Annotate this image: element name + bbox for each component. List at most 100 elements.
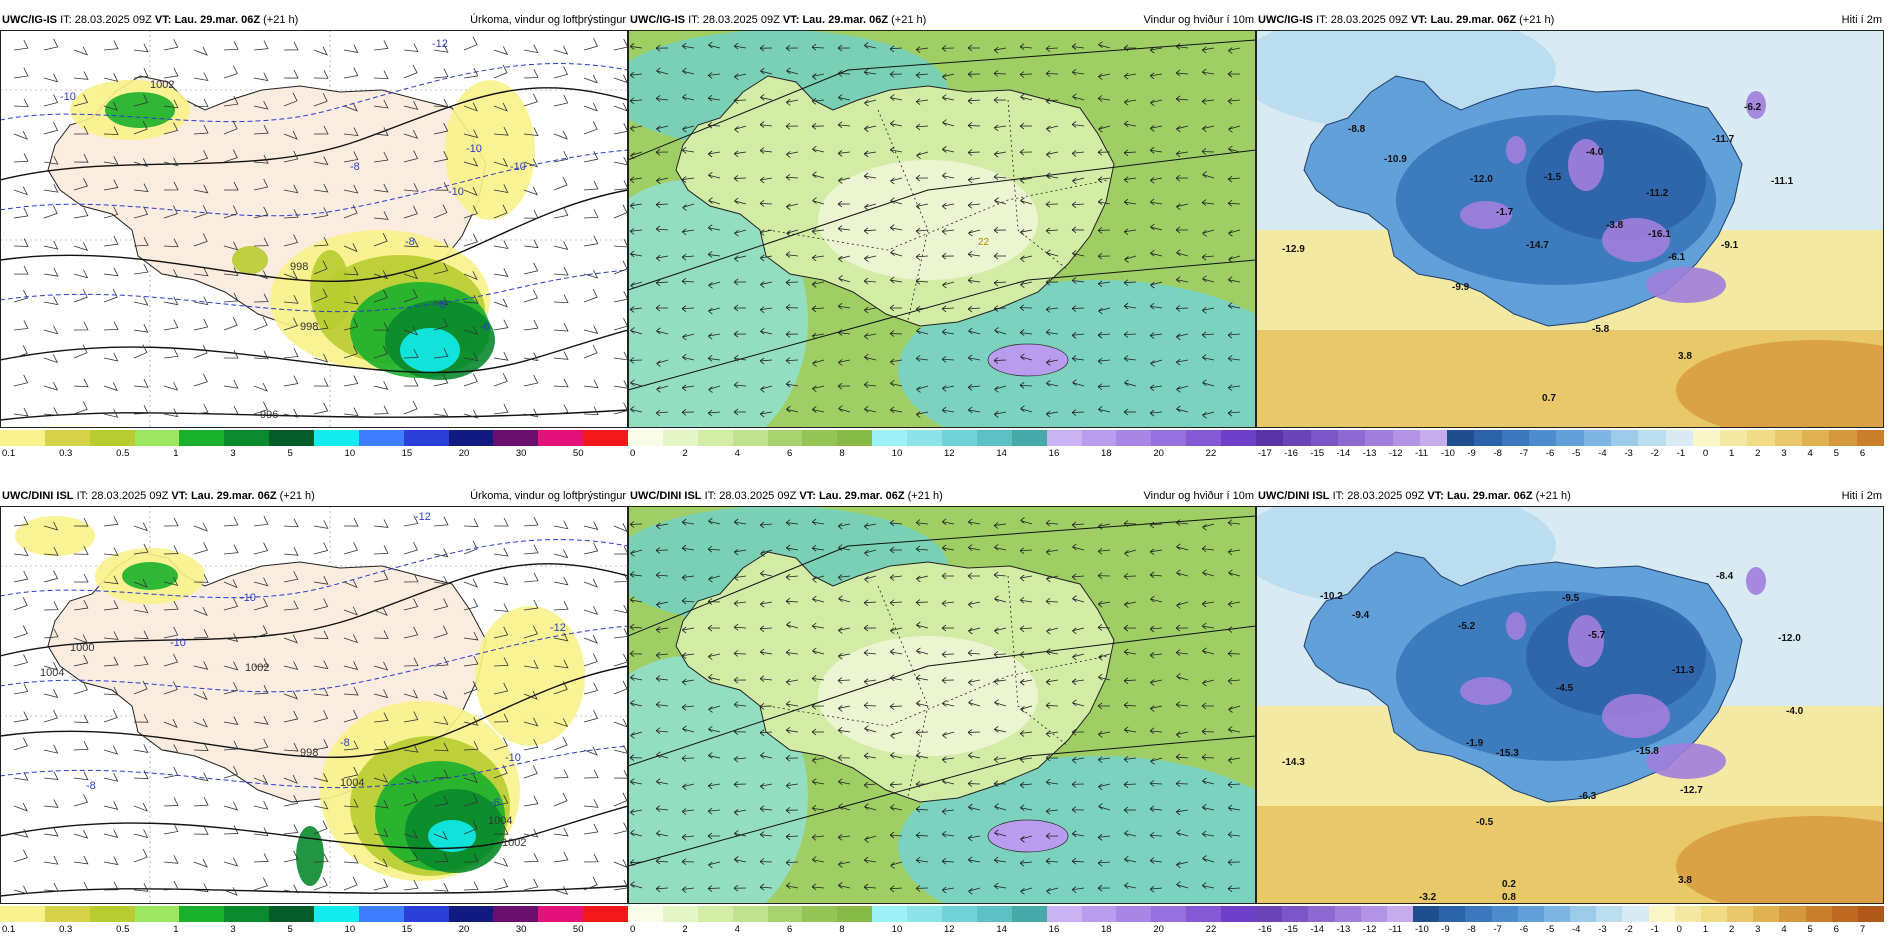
colorbar-tick-label: 0 xyxy=(630,448,636,459)
colorbar-tick-label: 4 xyxy=(1807,448,1813,459)
colorbar-swatch xyxy=(1151,430,1187,446)
colorbar-tick-label: 1 xyxy=(1729,448,1735,459)
colorbar-swatch xyxy=(1638,430,1667,446)
colorbar-swatch xyxy=(1753,906,1780,922)
colorbar-tick-label: 8 xyxy=(839,448,845,459)
colorbar-tick-label: -9 xyxy=(1467,448,1476,459)
colorbar-tick-label: -15 xyxy=(1310,448,1325,459)
map-value-label: -11.7 xyxy=(1712,134,1735,145)
issue-time: 28.03.2025 09Z xyxy=(91,490,169,502)
colorbar-swatch xyxy=(1046,906,1083,922)
map-value-label: -8 xyxy=(436,299,446,311)
map-value-label: 1002 xyxy=(245,662,269,674)
it-label: IT: xyxy=(1316,14,1328,26)
colorbar-tick-label: -2 xyxy=(1624,924,1633,935)
colorbar-swatch xyxy=(493,430,539,446)
colorbar-swatch xyxy=(976,906,1013,922)
colorbar-swatch xyxy=(1529,430,1557,446)
colorbar-tick-label: -5 xyxy=(1572,448,1581,459)
colorbar: 0 2 4 6 8 10 12 14 16 18 20 22 xyxy=(628,428,1257,462)
colorbar-swatch xyxy=(0,430,46,446)
map-panel-temp-dini: UWC/DINI ISL IT: 28.03.2025 09Z VT: Lau.… xyxy=(1256,486,1885,952)
map-view[interactable] xyxy=(628,506,1256,904)
map-canvas: -8.8 -10.9 -12.0 -1.5 -4.0 -11.7 -6.2 -11.1 -1.7… xyxy=(1256,30,1884,428)
colorbar-swatch xyxy=(1474,430,1503,446)
colorbar-tick-label: 5 xyxy=(1807,924,1813,935)
colorbar-tick-label: 20 xyxy=(1153,448,1164,459)
colorbar-tick-label: -11 xyxy=(1388,924,1402,935)
colorbar-swatch xyxy=(583,906,629,922)
colorbar-tick-label: 5 xyxy=(1833,448,1839,459)
colorbar-tick-label: 0.3 xyxy=(59,924,73,935)
colorbar-swatch xyxy=(1392,430,1421,446)
colorbar-swatch xyxy=(1081,906,1117,922)
it-label: IT: xyxy=(1332,490,1345,502)
map-canvas: 1002 998 998 996 -10 -10 -8 -8 -12 -10 -6 -8 -10 xyxy=(0,30,628,428)
colorbar-swatch xyxy=(697,430,734,446)
colorbar-swatch xyxy=(44,906,91,922)
map-value-label: -8 xyxy=(86,780,96,792)
colorbar-tick-label: 0 xyxy=(630,924,636,935)
colorbar-swatch xyxy=(907,430,943,446)
vt-label: VT: xyxy=(799,490,816,502)
colorbar-tick-label: -8 xyxy=(1493,448,1502,459)
colorbar-swatch xyxy=(1337,430,1366,446)
map-value-label: -8.8 xyxy=(1348,124,1366,135)
colorbar-swatch xyxy=(1831,906,1859,922)
map-view[interactable]: -10.2 -9.4 -5.2 -9.5 -5.7 -8.4 -12.0 -11.3 -4.5 -… xyxy=(1256,506,1884,904)
colorbar-tick-label: 0.5 xyxy=(116,448,130,459)
map-value-label: -12 xyxy=(432,38,448,50)
colorbar-swatch xyxy=(1308,906,1335,922)
colorbar-swatch xyxy=(89,430,136,446)
map-value-label: 0.8 xyxy=(1502,892,1516,903)
it-label: IT: xyxy=(76,490,89,502)
colorbar-swatch xyxy=(1447,430,1475,446)
map-value-label: 1004 xyxy=(340,777,364,789)
colorbar-swatch xyxy=(1774,430,1803,446)
map-value-label: -10 xyxy=(170,637,186,649)
colorbar-swatch xyxy=(1365,430,1393,446)
colorbar-tick-label: -16 xyxy=(1284,448,1298,459)
colorbar-tick-label: -4 xyxy=(1572,924,1581,935)
map-value-label: -9.1 xyxy=(1721,240,1739,251)
colorbar-swatch xyxy=(134,430,180,446)
colorbar-swatch xyxy=(358,430,405,446)
issue-time: 28.03.2025 09Z xyxy=(74,14,152,26)
colorbar-swatch xyxy=(1465,906,1492,922)
colorbar-tick-label: 18 xyxy=(1101,448,1112,459)
map-value-label: -12.7 xyxy=(1680,785,1703,796)
model-name: UWC/IG-IS xyxy=(630,14,685,26)
panel-header: UWC/DINI ISL IT: 28.03.2025 09Z VT: Lau.… xyxy=(1256,486,1884,506)
valid-time: Lau. 29.mar. 06Z xyxy=(818,490,905,502)
colorbar-tick-label: 1 xyxy=(1702,924,1709,935)
colorbar-tick-label: -13 xyxy=(1362,448,1377,459)
colorbar-tick-label: 14 xyxy=(996,924,1007,935)
colorbar-swatch xyxy=(767,430,803,446)
colorbar-tick-label: -1 xyxy=(1676,448,1686,459)
colorbar-swatch xyxy=(1186,906,1222,922)
map-value-label: -12.0 xyxy=(1778,633,1801,644)
map-view[interactable]: -8.8 -10.9 -12.0 -1.5 -4.0 -11.7 -6.2 -11.1 -1.7… xyxy=(1256,30,1884,428)
colorbar-swatch xyxy=(314,430,360,446)
map-panel-precip-igis: UWC/IG-IS IT: 28.03.2025 09Z VT: Lau. 29… xyxy=(0,10,629,476)
map-view[interactable]: 1002 998 998 996 -10 -10 -8 -8 -12 -10 -6 -8 -10 xyxy=(0,30,628,428)
map-view[interactable]: 22 xyxy=(628,30,1256,428)
map-view[interactable]: 1000 1004 1002 998 1004 -12 -10 -10 -8 -12 -10 -8 -6… xyxy=(0,506,628,904)
map-value-label: -3.8 xyxy=(1606,220,1624,231)
panel-title: Hiti í 2m xyxy=(1841,14,1882,26)
map-value-label: -10 xyxy=(505,752,521,764)
colorbar-tick-label: 14 xyxy=(996,448,1007,459)
colorbar-tick-label: 2 xyxy=(1755,448,1761,459)
colorbar-swatch xyxy=(1256,430,1284,446)
colorbar-swatch xyxy=(1829,430,1858,446)
colorbar-swatch xyxy=(269,430,315,446)
map-panel-wind-dini: UWC/DINI ISL IT: 28.03.2025 09Z VT: Lau.… xyxy=(628,486,1257,952)
it-label: IT: xyxy=(688,14,700,26)
colorbar-swatch xyxy=(872,430,908,446)
colorbar-swatch xyxy=(837,906,873,922)
colorbar-swatch xyxy=(538,906,584,922)
map-value-label: -6.2 xyxy=(1744,102,1762,113)
map-value-label: -15.8 xyxy=(1636,746,1659,757)
vt-label: VT: xyxy=(154,14,172,26)
colorbar-swatch xyxy=(1386,906,1414,922)
